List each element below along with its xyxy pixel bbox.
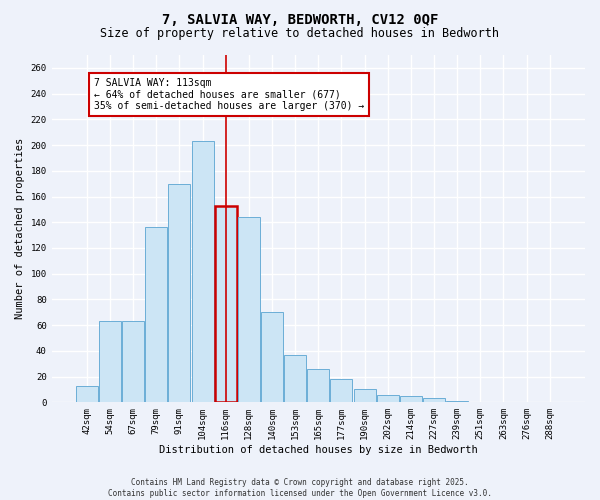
Bar [261,312,283,402]
Bar [377,394,399,402]
Bar [331,379,352,402]
Bar [238,217,260,402]
Bar [215,206,236,402]
Y-axis label: Number of detached properties: Number of detached properties [15,138,25,320]
Text: Contains HM Land Registry data © Crown copyright and database right 2025.
Contai: Contains HM Land Registry data © Crown c… [108,478,492,498]
Bar [169,184,190,402]
Bar [99,322,121,402]
Bar [145,228,167,402]
Bar [122,322,144,402]
Bar [423,398,445,402]
Bar [400,396,422,402]
Bar [76,386,98,402]
Bar [284,354,306,403]
Text: 7, SALVIA WAY, BEDWORTH, CV12 0QF: 7, SALVIA WAY, BEDWORTH, CV12 0QF [162,12,438,26]
X-axis label: Distribution of detached houses by size in Bedworth: Distribution of detached houses by size … [159,445,478,455]
Text: Size of property relative to detached houses in Bedworth: Size of property relative to detached ho… [101,28,499,40]
Bar [353,390,376,402]
Bar [307,369,329,402]
Bar [191,141,214,403]
Bar [446,401,468,402]
Text: 7 SALVIA WAY: 113sqm
← 64% of detached houses are smaller (677)
35% of semi-deta: 7 SALVIA WAY: 113sqm ← 64% of detached h… [94,78,364,112]
